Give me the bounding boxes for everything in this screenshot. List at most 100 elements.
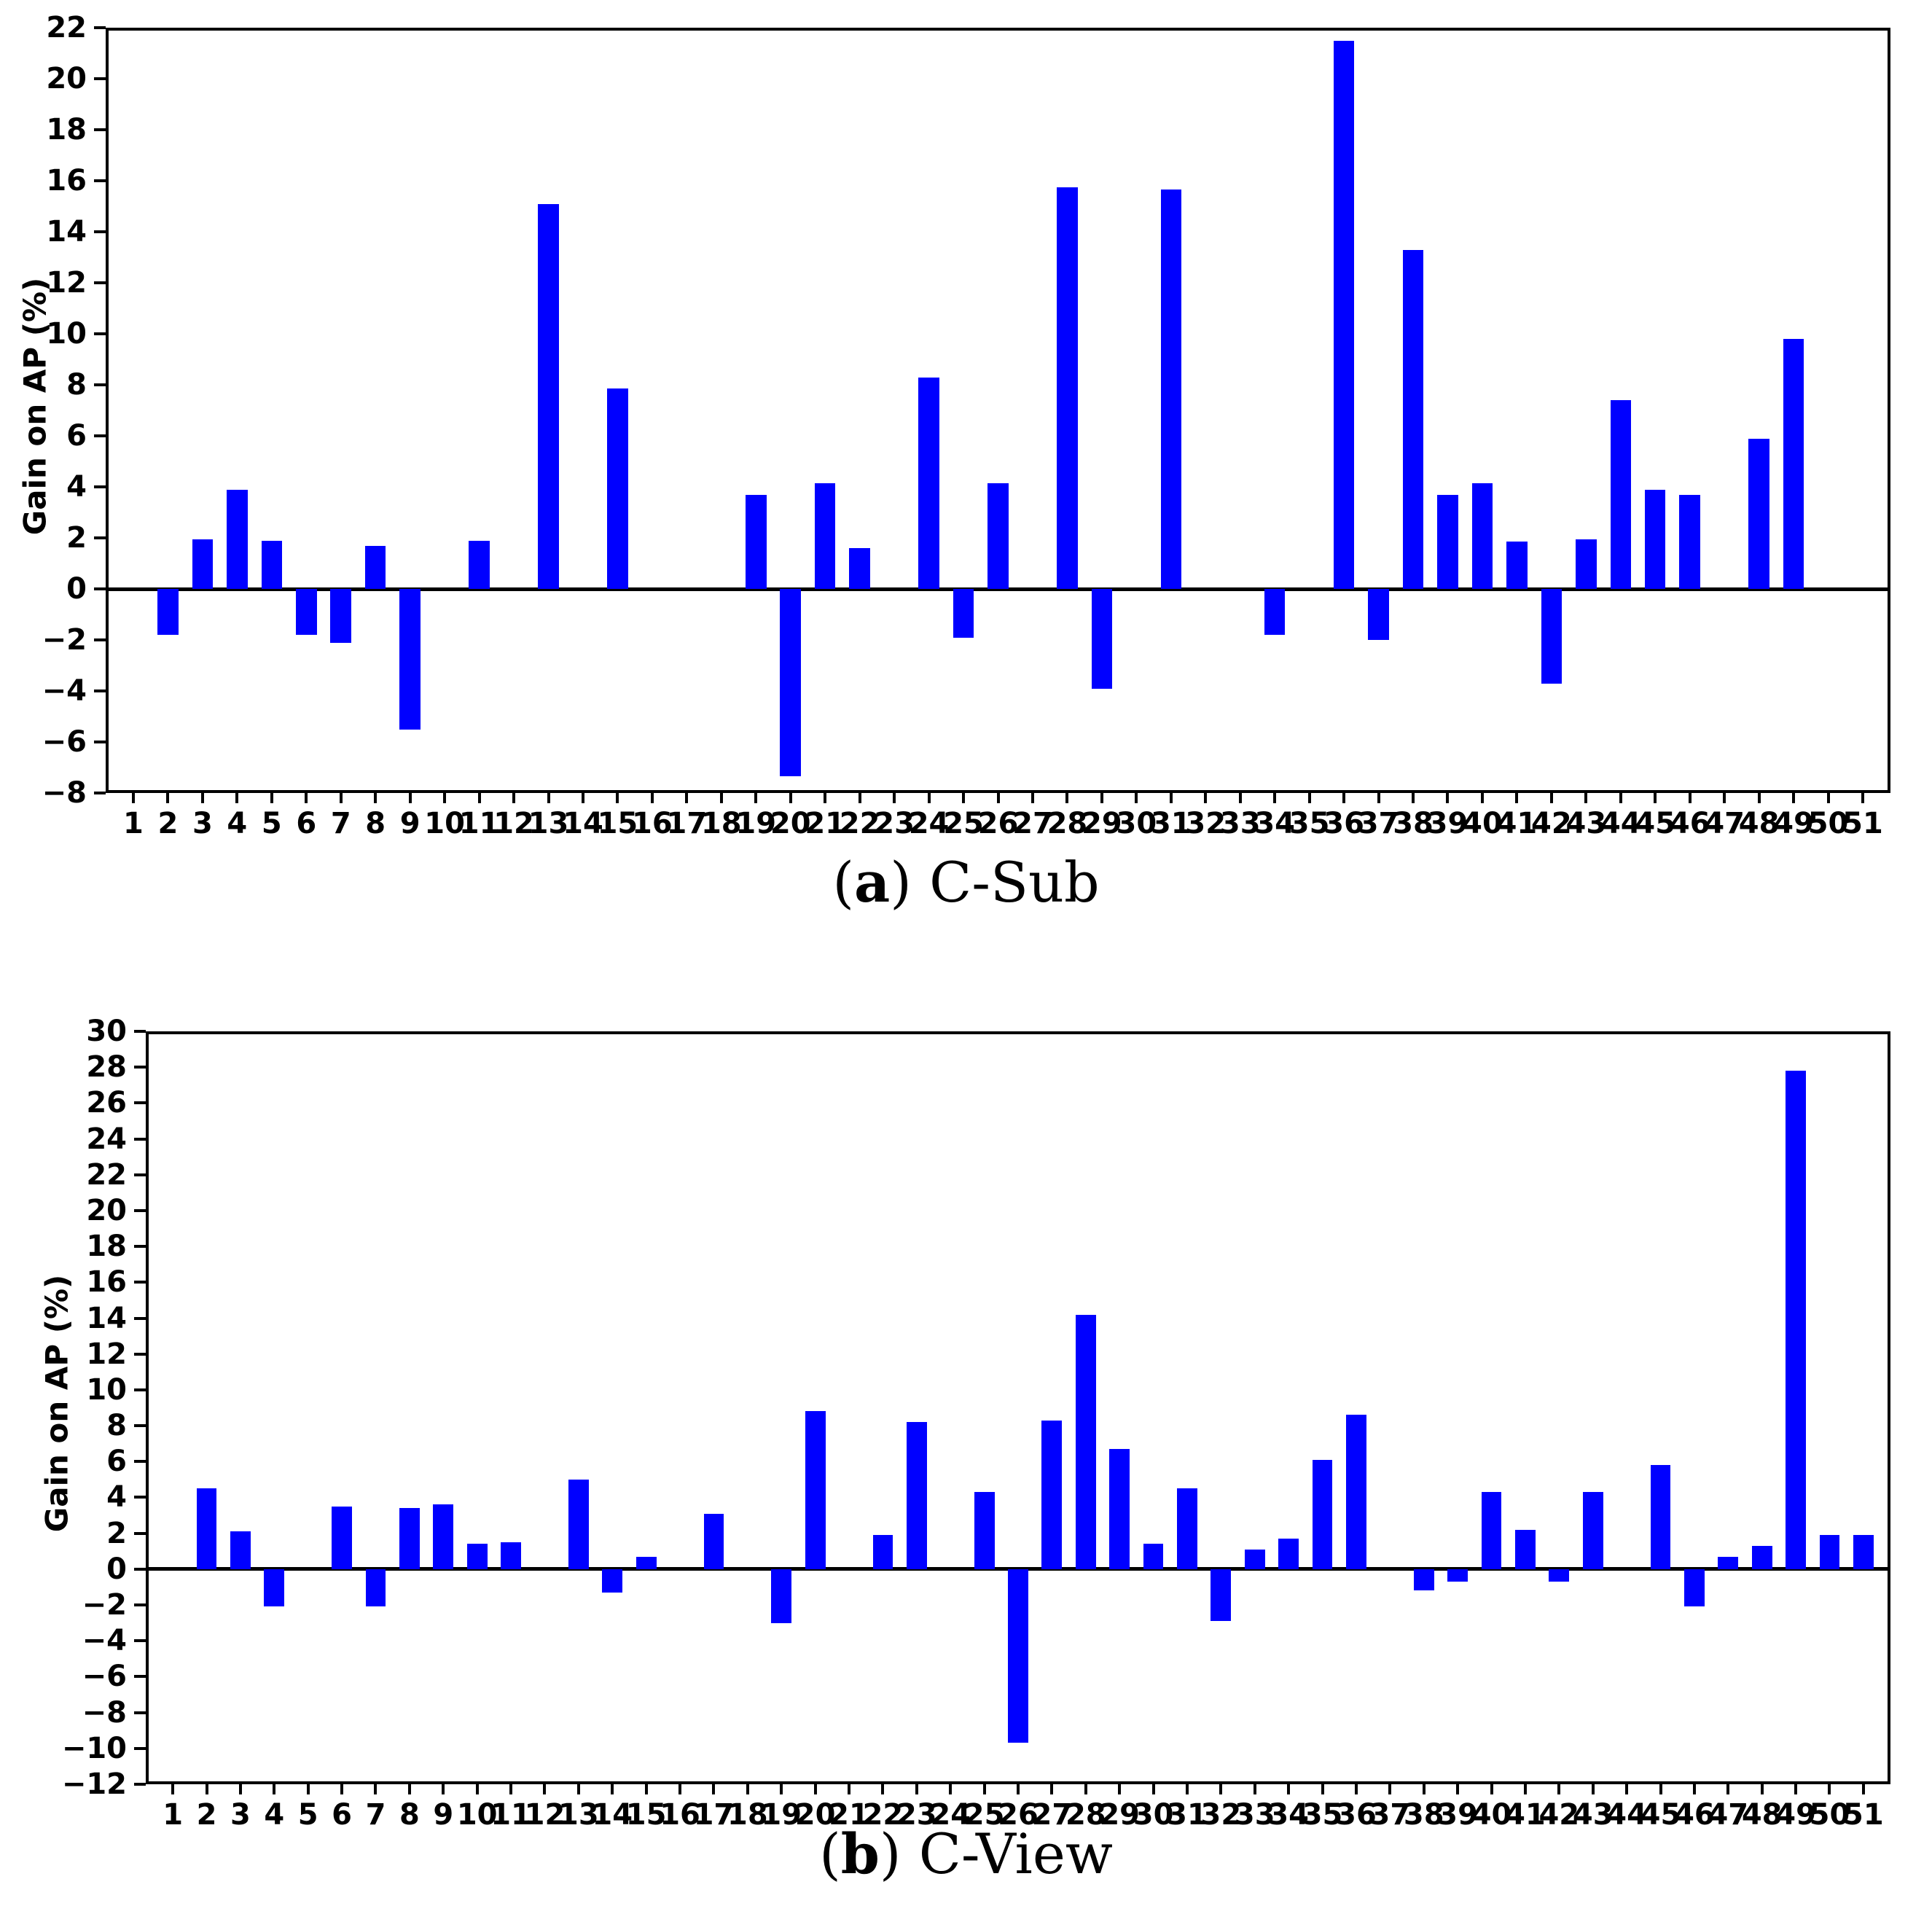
x-tick-label: 33 — [1234, 1798, 1275, 1832]
y-tick-mark — [94, 230, 106, 233]
y-tick-label: 14 — [86, 1301, 127, 1335]
x-tick-mark — [512, 793, 516, 803]
x-tick-label: 50 — [1807, 807, 1849, 840]
y-tick-label: 12 — [46, 266, 87, 300]
x-tick-mark — [678, 1784, 682, 1794]
x-tick-mark — [273, 1784, 276, 1794]
x-tick-mark — [547, 793, 550, 803]
y-axis-label-a: Gain on AP (%) — [17, 277, 53, 536]
x-tick-mark — [1654, 793, 1657, 803]
y-tick-mark — [134, 1567, 146, 1571]
x-tick-mark — [408, 793, 412, 803]
x-tick-label: 21 — [829, 1798, 869, 1832]
x-tick-label: 38 — [1393, 807, 1434, 840]
x-tick-mark — [1726, 1784, 1730, 1794]
bar-35 — [1312, 1459, 1333, 1569]
x-tick-label: 44 — [1600, 807, 1641, 840]
bar-9 — [433, 1504, 454, 1569]
bar-7 — [330, 589, 351, 643]
x-tick-label: 25 — [963, 1798, 1005, 1832]
x-tick-label: 41 — [1496, 807, 1538, 840]
caption-b: (b) C-View — [0, 1821, 1932, 1887]
y-tick-label: 18 — [86, 1230, 127, 1264]
x-tick-mark — [1584, 793, 1588, 803]
y-tick-mark — [134, 1030, 146, 1033]
x-tick-mark — [1388, 1784, 1392, 1794]
bar-20 — [805, 1411, 826, 1569]
bar-40 — [1471, 483, 1493, 589]
x-tick-label: 30 — [1133, 1798, 1174, 1832]
bar-4 — [264, 1569, 285, 1607]
x-tick-label: 18 — [727, 1798, 768, 1832]
y-tick-mark — [134, 1746, 146, 1750]
x-tick-label: 4 — [227, 807, 248, 840]
x-tick-label: 37 — [1369, 1798, 1411, 1832]
x-tick-mark — [813, 1784, 817, 1794]
x-tick-label: 8 — [399, 1798, 420, 1832]
bar-5 — [261, 540, 283, 589]
y-tick-label: 2 — [106, 1516, 127, 1550]
y-tick-mark — [134, 1352, 146, 1356]
x-tick-label: 51 — [1842, 807, 1883, 840]
x-tick-mark — [131, 793, 135, 803]
bar-33 — [1244, 1549, 1265, 1569]
x-tick-mark — [1490, 1784, 1493, 1794]
bar-32 — [1211, 1569, 1232, 1622]
x-tick-mark — [1757, 793, 1761, 803]
y-tick-mark — [94, 332, 106, 335]
y-tick-label: 0 — [66, 572, 87, 606]
x-tick-label: 46 — [1674, 1798, 1715, 1832]
x-tick-label: 49 — [1775, 1798, 1816, 1832]
x-tick-mark — [305, 793, 308, 803]
x-tick-mark — [1287, 1784, 1291, 1794]
x-tick-mark — [1185, 1784, 1189, 1794]
bar-49 — [1783, 339, 1804, 589]
bar-21 — [814, 483, 836, 589]
x-tick-mark — [1050, 1784, 1054, 1794]
y-tick-mark — [134, 1460, 146, 1464]
caption-a: (a) C-Sub — [0, 849, 1932, 915]
x-tick-label: 16 — [660, 1798, 700, 1832]
x-tick-label: 38 — [1403, 1798, 1444, 1832]
x-tick-label: 7 — [330, 807, 351, 840]
x-tick-mark — [881, 1784, 885, 1794]
zero-axis-line — [106, 587, 1890, 591]
x-tick-label: 43 — [1565, 807, 1607, 840]
bar-2 — [157, 589, 179, 635]
y-tick-mark — [94, 690, 106, 692]
y-tick-mark — [134, 1531, 146, 1535]
x-tick-mark — [1523, 1784, 1527, 1794]
caption-b-open: ( — [819, 1821, 841, 1886]
y-tick-mark — [134, 1639, 146, 1643]
x-tick-mark — [1692, 1784, 1696, 1794]
x-tick-label: 13 — [558, 1798, 599, 1832]
bar-28 — [1075, 1314, 1096, 1569]
x-tick-label: 15 — [625, 1798, 667, 1832]
x-tick-label: 48 — [1741, 1798, 1783, 1832]
bar-34 — [1264, 589, 1286, 635]
x-tick-mark — [509, 1784, 513, 1794]
x-tick-mark — [443, 793, 447, 803]
bar-43 — [1576, 539, 1597, 589]
x-tick-label: 37 — [1358, 807, 1399, 840]
bar-6 — [296, 589, 317, 635]
y-tick-mark — [134, 1208, 146, 1212]
x-tick-label: 1 — [123, 807, 144, 840]
x-tick-label: 26 — [998, 1798, 1039, 1832]
y-tick-label: 30 — [86, 1015, 127, 1048]
x-tick-mark — [1688, 793, 1692, 803]
x-tick-label: 19 — [735, 807, 777, 840]
x-tick-mark — [719, 793, 723, 803]
x-tick-label: 17 — [666, 807, 708, 840]
y-tick-label: 8 — [106, 1409, 127, 1443]
x-tick-mark — [1625, 1784, 1629, 1794]
x-tick-label: 9 — [433, 1798, 454, 1832]
x-tick-label: 22 — [839, 807, 880, 840]
x-tick-label: 22 — [862, 1798, 904, 1832]
y-tick-label: −2 — [82, 1588, 127, 1622]
bar-38 — [1413, 1569, 1434, 1591]
y-tick-mark — [134, 1496, 146, 1499]
x-tick-mark — [1792, 793, 1796, 803]
x-tick-mark — [824, 793, 827, 803]
x-tick-mark — [306, 1784, 310, 1794]
